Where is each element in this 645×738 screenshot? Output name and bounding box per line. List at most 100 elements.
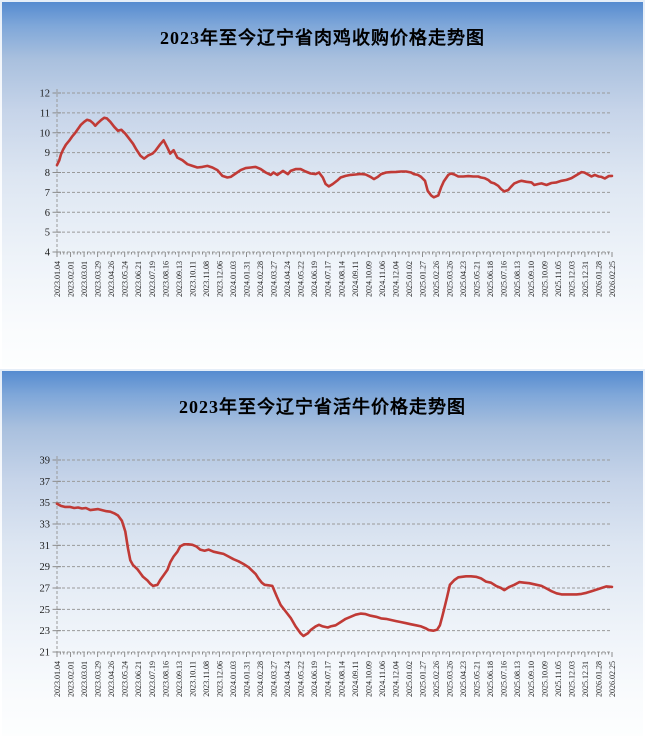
svg-text:37: 37 — [40, 477, 51, 488]
svg-text:2026.01.28: 2026.01.28 — [595, 661, 604, 697]
x-axis-labels: 2023.01.04 2023.02.01 2023.03.01 2023.03.29… — [53, 661, 617, 697]
price-line — [55, 502, 614, 638]
svg-text:2025.07.16: 2025.07.16 — [500, 261, 509, 297]
svg-text:7: 7 — [45, 188, 50, 199]
svg-text:2023.07.19: 2023.07.19 — [148, 661, 157, 697]
svg-text:2023.03.29: 2023.03.29 — [94, 661, 103, 697]
svg-text:2024.01.03: 2024.01.03 — [229, 261, 238, 297]
svg-text:2025.12.31: 2025.12.31 — [581, 661, 590, 697]
svg-text:2025.12.03: 2025.12.03 — [567, 261, 576, 297]
svg-text:2025.09.10: 2025.09.10 — [527, 261, 536, 297]
svg-text:2024.08.14: 2024.08.14 — [337, 261, 346, 297]
svg-text:2024.02.28: 2024.02.28 — [256, 261, 265, 297]
y-axis-labels: 12 11 10 9 8 7 6 5 4 — [40, 89, 51, 259]
svg-text:2025.01.27: 2025.01.27 — [419, 661, 428, 697]
svg-text:2024.12.04: 2024.12.04 — [391, 661, 400, 697]
svg-text:33: 33 — [40, 520, 51, 531]
svg-text:2025.11.05: 2025.11.05 — [554, 261, 563, 297]
svg-text:2025.11.05: 2025.11.05 — [554, 661, 563, 697]
svg-text:2024.04.24: 2024.04.24 — [283, 261, 292, 297]
svg-text:2025.08.13: 2025.08.13 — [513, 661, 522, 697]
svg-text:5: 5 — [45, 228, 50, 239]
svg-text:2025.01.27: 2025.01.27 — [419, 261, 428, 297]
svg-text:2023.07.19: 2023.07.19 — [148, 261, 157, 297]
svg-text:21: 21 — [40, 648, 51, 659]
svg-text:4: 4 — [45, 248, 51, 259]
svg-text:9: 9 — [45, 148, 50, 159]
svg-text:2025.03.26: 2025.03.26 — [446, 261, 455, 297]
svg-text:2026.02.25: 2026.02.25 — [608, 661, 617, 697]
gridlines — [57, 459, 612, 653]
svg-text:29: 29 — [40, 562, 51, 573]
svg-text:2024.10.09: 2024.10.09 — [364, 261, 373, 297]
axes — [52, 456, 613, 657]
svg-text:2024.01.31: 2024.01.31 — [243, 661, 252, 697]
x-axis-labels: 2023.01.04 2023.02.01 2023.03.01 2023.03.29… — [53, 261, 617, 297]
svg-text:12: 12 — [40, 89, 51, 100]
svg-text:2024.01.03: 2024.01.03 — [229, 661, 238, 697]
svg-text:2024.12.04: 2024.12.04 — [391, 261, 400, 297]
svg-text:2023.12.06: 2023.12.06 — [215, 661, 224, 697]
svg-text:2025.07.16: 2025.07.16 — [500, 661, 509, 697]
svg-text:2023.03.01: 2023.03.01 — [80, 661, 89, 697]
svg-text:31: 31 — [40, 541, 51, 552]
svg-text:2024.09.11: 2024.09.11 — [351, 661, 360, 697]
svg-text:2023.12.06: 2023.12.06 — [215, 261, 224, 297]
svg-text:2023.08.16: 2023.08.16 — [161, 261, 170, 297]
svg-text:2024.10.09: 2024.10.09 — [364, 661, 373, 697]
price-line — [55, 116, 614, 199]
svg-text:10: 10 — [40, 128, 51, 139]
svg-text:2024.02.28: 2024.02.28 — [256, 661, 265, 697]
svg-text:2024.01.31: 2024.01.31 — [243, 261, 252, 297]
svg-text:2023.02.01: 2023.02.01 — [67, 661, 76, 697]
svg-text:25: 25 — [40, 605, 51, 616]
svg-text:2024.11.06: 2024.11.06 — [378, 261, 387, 297]
axes — [52, 89, 613, 257]
svg-text:2025.03.26: 2025.03.26 — [446, 661, 455, 697]
svg-text:2024.04.24: 2024.04.24 — [283, 661, 292, 697]
svg-text:2025.10.09: 2025.10.09 — [540, 661, 549, 697]
broiler-chart-panel: 2023年至今辽宁省肉鸡收购价格走势图 12 11 10 9 8 7 6 5 4 2023.01.… — [0, 0, 645, 369]
svg-text:11: 11 — [40, 108, 50, 119]
svg-text:2024.03.27: 2024.03.27 — [270, 661, 279, 697]
svg-text:2023.06.21: 2023.06.21 — [134, 261, 143, 297]
broiler-chart-title: 2023年至今辽宁省肉鸡收购价格走势图 — [160, 28, 485, 48]
svg-text:8: 8 — [45, 168, 50, 179]
svg-text:2024.06.19: 2024.06.19 — [310, 261, 319, 297]
svg-text:2023.03.01: 2023.03.01 — [80, 261, 89, 297]
svg-text:2025.02.26: 2025.02.26 — [432, 661, 441, 697]
y-axis-labels: 39 37 35 33 31 29 27 25 23 21 — [40, 456, 51, 659]
svg-text:6: 6 — [45, 208, 50, 219]
svg-text:2026.01.28: 2026.01.28 — [595, 261, 604, 297]
svg-text:2025.04.23: 2025.04.23 — [459, 261, 468, 297]
svg-text:2024.05.22: 2024.05.22 — [297, 661, 306, 697]
cattle-chart-title: 2023年至今辽宁省活牛价格走势图 — [179, 397, 466, 417]
svg-text:2024.07.17: 2024.07.17 — [324, 261, 333, 297]
svg-text:2024.07.17: 2024.07.17 — [324, 661, 333, 697]
svg-text:2023.04.26: 2023.04.26 — [107, 661, 116, 697]
svg-text:2025.04.23: 2025.04.23 — [459, 661, 468, 697]
svg-text:2025.09.10: 2025.09.10 — [527, 661, 536, 697]
svg-text:2023.09.13: 2023.09.13 — [175, 661, 184, 697]
svg-text:2024.11.06: 2024.11.06 — [378, 661, 387, 697]
svg-text:2024.05.22: 2024.05.22 — [297, 261, 306, 297]
svg-text:39: 39 — [40, 456, 51, 467]
svg-text:2025.01.02: 2025.01.02 — [405, 661, 414, 697]
gridlines — [57, 92, 612, 253]
svg-text:2025.12.31: 2025.12.31 — [581, 261, 590, 297]
svg-text:2025.12.03: 2025.12.03 — [567, 661, 576, 697]
svg-text:2023.01.04: 2023.01.04 — [53, 661, 62, 697]
svg-text:2023.04.26: 2023.04.26 — [107, 261, 116, 297]
svg-text:27: 27 — [40, 584, 51, 595]
svg-text:2024.03.27: 2024.03.27 — [270, 261, 279, 297]
svg-text:2025.05.21: 2025.05.21 — [473, 261, 482, 297]
svg-text:2025.01.02: 2025.01.02 — [405, 261, 414, 297]
svg-text:35: 35 — [40, 498, 51, 509]
svg-text:2023.08.16: 2023.08.16 — [161, 661, 170, 697]
svg-text:2025.06.18: 2025.06.18 — [486, 261, 495, 297]
svg-text:2023.05.24: 2023.05.24 — [121, 261, 130, 297]
svg-text:2023.10.11: 2023.10.11 — [188, 261, 197, 297]
